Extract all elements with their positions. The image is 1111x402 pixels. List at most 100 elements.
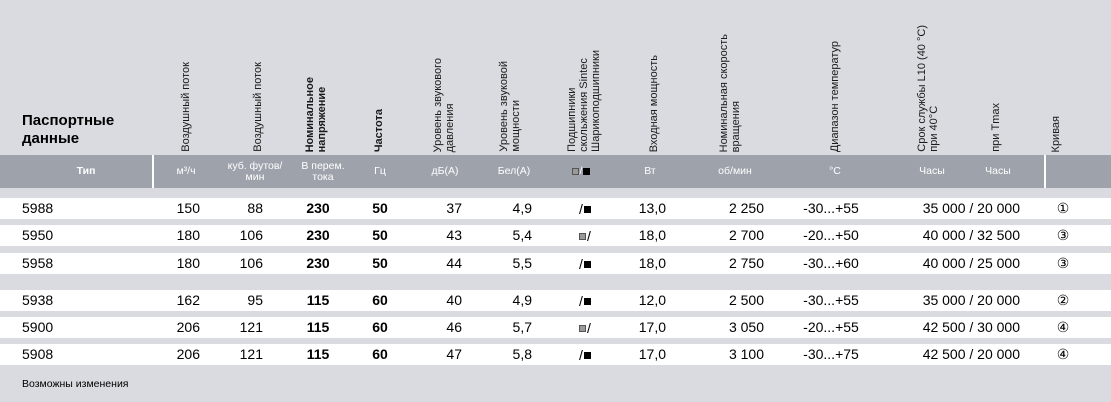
cell-life: 35 000 / 20 000	[922, 292, 1020, 308]
cell-voltage: 230	[306, 200, 330, 216]
header-life-tmax: при Tmax	[990, 103, 1002, 152]
unit-speed: об/мин	[718, 165, 752, 177]
table-row: 5908 206 121 115 60 47 5,8 / 17,0 3 100 -30...+75 4…	[0, 344, 1111, 365]
cell-temp: -20...+55	[803, 319, 859, 335]
cell-voltage: 230	[306, 255, 330, 271]
footer-note: Возможны изменения	[22, 378, 129, 390]
cell-bela: 4,9	[512, 200, 532, 216]
ball-bearing-icon	[583, 260, 591, 268]
unit-type: Тип	[76, 165, 96, 177]
separator	[1044, 155, 1046, 188]
cell-voltage: 115	[306, 346, 330, 362]
cell-bearing: /	[565, 198, 605, 219]
cell-voltage: 230	[306, 227, 330, 243]
cell-life: 42 500 / 20 000	[922, 346, 1020, 362]
unit-bearings: /	[556, 155, 606, 188]
table-row: 5900 206 121 115 60 46 5,7 / 17,0 3 050 -20...+55 4…	[0, 317, 1111, 338]
cell-temp: -30...+55	[803, 292, 859, 308]
cell-cfm: 106	[239, 227, 263, 243]
cell-power: 12,0	[638, 292, 666, 308]
cell-m3h: 180	[176, 255, 200, 271]
cell-temp: -30...+60	[803, 255, 859, 271]
unit-hours-1: Часы	[919, 165, 945, 177]
cell-freq: 60	[372, 292, 388, 308]
cell-voltage: 115	[306, 292, 330, 308]
cell-cfm: 88	[247, 200, 263, 216]
cell-life: 35 000 / 20 000	[922, 200, 1020, 216]
cell-cfm: 121	[239, 319, 263, 335]
cell-curve: ①	[1056, 200, 1070, 216]
cell-type: 5900	[22, 319, 54, 335]
table-row: 5938 162 95 115 60 40 4,9 / 12,0 2 500 -30...+55 35…	[0, 290, 1111, 311]
cell-dba: 47	[446, 346, 462, 362]
cell-freq: 60	[372, 319, 388, 335]
cell-life: 40 000 / 32 500	[922, 227, 1020, 243]
cell-temp: -20...+50	[803, 227, 859, 243]
cell-curve: ③	[1056, 255, 1070, 271]
cell-m3h: 180	[176, 227, 200, 243]
unit-temp: °C	[829, 165, 841, 177]
cell-power: 17,0	[638, 346, 666, 362]
cell-rpm: 3 100	[728, 346, 764, 362]
header-temp-range: Диапазон температур	[829, 40, 841, 152]
cell-curve: ③	[1056, 227, 1070, 243]
unit-sound-pressure: дБ(А)	[431, 165, 459, 177]
cell-m3h: 206	[176, 346, 200, 362]
cell-power: 17,0	[638, 319, 666, 335]
unit-voltage: В перем. тока	[301, 159, 345, 183]
cell-curve: ②	[1056, 292, 1070, 308]
table-row: 5958 180 106 230 50 44 5,5 / 18,0 2 750 -30...+60 4…	[0, 253, 1111, 274]
cell-bearing: /	[565, 290, 605, 311]
cell-temp: -30...+75	[803, 346, 859, 362]
cell-bearing: /	[565, 225, 605, 246]
cell-dba: 44	[446, 255, 462, 271]
cell-cfm: 106	[239, 255, 263, 271]
cell-bearing: /	[565, 317, 605, 338]
sleeve-bearing-icon	[579, 324, 587, 332]
cell-power: 18,0	[638, 227, 666, 243]
header-airflow-m3h: Воздушный поток	[180, 62, 192, 152]
ball-bearing-icon	[583, 351, 591, 359]
cell-bearing: /	[565, 344, 605, 365]
cell-m3h: 150	[176, 200, 200, 216]
separator	[152, 155, 154, 188]
header-sound-power: Уровень звуковой мощности	[498, 61, 522, 152]
cell-curve: ④	[1056, 346, 1070, 362]
cell-m3h: 206	[176, 319, 200, 335]
header-airflow-cfm: Воздушный поток	[252, 62, 264, 152]
cell-life: 40 000 / 25 000	[922, 255, 1020, 271]
cell-rpm: 2 700	[728, 227, 764, 243]
cell-bela: 5,4	[512, 227, 532, 243]
cell-cfm: 121	[239, 346, 263, 362]
sleeve-bearing-icon	[571, 168, 579, 175]
ball-bearing-icon	[583, 168, 591, 175]
header-frequency: Частота	[373, 108, 385, 152]
header-speed: Номинальная скорость вращения	[718, 33, 742, 152]
header-curve: Кривая	[1050, 115, 1062, 152]
unit-hours-2: Часы	[985, 165, 1011, 177]
cell-curve: ④	[1056, 319, 1070, 335]
cell-freq: 50	[372, 200, 388, 216]
cell-rpm: 2 500	[728, 292, 764, 308]
cell-bela: 5,7	[512, 319, 532, 335]
unit-frequency: Гц	[374, 165, 386, 177]
cell-cfm: 95	[247, 292, 263, 308]
unit-sound-power: Бел(А)	[497, 165, 531, 177]
header-sound-pressure: Уровень звукового давления	[432, 57, 456, 152]
cell-type: 5988	[22, 200, 54, 216]
cell-bela: 5,8	[512, 346, 532, 362]
ball-bearing-icon	[583, 205, 591, 213]
cell-rpm: 2 250	[728, 200, 764, 216]
cell-type: 5958	[22, 255, 54, 271]
cell-rpm: 2 750	[728, 255, 764, 271]
cell-dba: 40	[446, 292, 462, 308]
cell-temp: -30...+55	[803, 200, 859, 216]
cell-power: 13,0	[638, 200, 666, 216]
units-header-bar: Тип м³/ч куб. футов/ мин В перем. тока Г…	[0, 155, 1111, 188]
unit-m3h: м³/ч	[176, 165, 196, 177]
cell-m3h: 162	[176, 292, 200, 308]
cell-type: 5938	[22, 292, 54, 308]
page-title: Паспортные данные	[22, 112, 115, 147]
sleeve-bearing-icon	[579, 232, 587, 240]
cell-type: 5950	[22, 227, 54, 243]
